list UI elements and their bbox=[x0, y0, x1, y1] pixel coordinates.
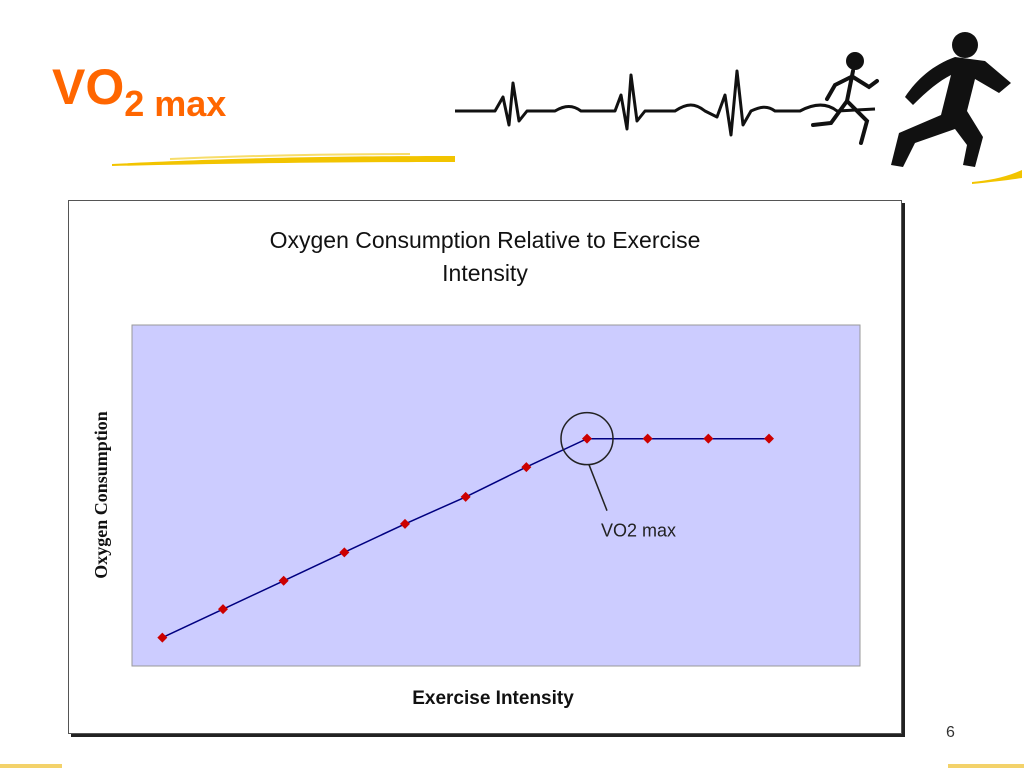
data-point bbox=[278, 575, 289, 586]
y-axis-label: Oxygen Consumption bbox=[91, 411, 111, 579]
data-point bbox=[460, 491, 471, 502]
annotation-leader-line bbox=[588, 464, 608, 511]
annotation-label: VO2 max bbox=[601, 521, 676, 541]
data-point bbox=[400, 518, 410, 529]
slide-title: VO2 max bbox=[52, 59, 226, 122]
annotation-group: VO2 max bbox=[560, 411, 676, 541]
data-point bbox=[339, 547, 350, 558]
title-underline bbox=[112, 153, 455, 166]
data-point bbox=[521, 462, 532, 473]
plot-area bbox=[131, 324, 861, 667]
bottom-accent-left bbox=[0, 764, 62, 768]
data-point bbox=[582, 433, 592, 444]
data-point bbox=[157, 632, 168, 643]
slide-title-subscript: 2 max bbox=[124, 83, 227, 124]
x-axis-label: Exercise Intensity bbox=[412, 688, 574, 709]
header-art bbox=[455, 32, 1011, 167]
series-group bbox=[157, 433, 774, 643]
data-point bbox=[764, 433, 774, 444]
slide-title-main: VO bbox=[52, 59, 125, 115]
data-point bbox=[218, 604, 228, 615]
chart-title-line-2: Intensity bbox=[442, 260, 528, 286]
chart-title-line-1: Oxygen Consumption Relative to Exercise bbox=[270, 227, 701, 253]
data-point bbox=[703, 433, 714, 444]
vo2max-highlight-circle bbox=[560, 411, 614, 466]
runner-large-icon bbox=[891, 32, 1011, 167]
corner-stroke bbox=[972, 170, 1022, 184]
chart: Oxygen Consumption Relative to Exercise … bbox=[91, 227, 861, 709]
ecg-trace-icon bbox=[455, 69, 876, 137]
chart-frame: Oxygen Consumption Relative to Exercise … bbox=[68, 200, 902, 734]
page-number: 6 bbox=[946, 724, 955, 741]
runner-small-icon bbox=[811, 52, 879, 145]
data-point bbox=[642, 433, 653, 444]
bottom-accent-right bbox=[948, 764, 1024, 768]
